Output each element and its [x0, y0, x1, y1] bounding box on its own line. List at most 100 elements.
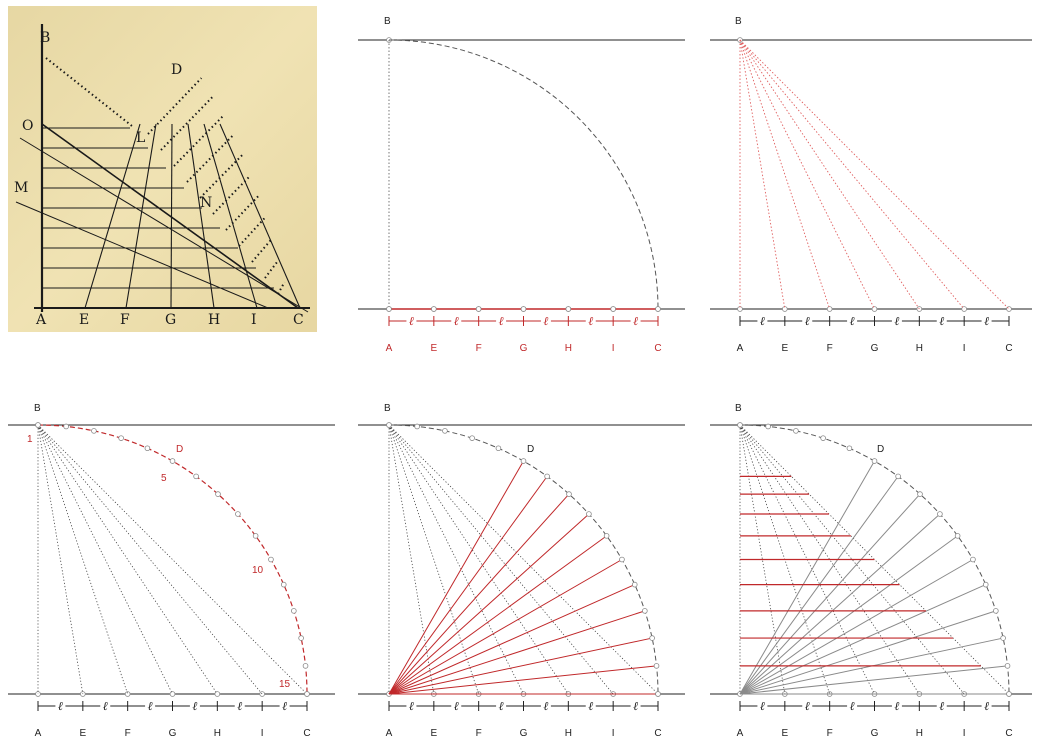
- arc-point: [118, 435, 124, 441]
- ell-label: ℓ: [984, 314, 989, 328]
- scan-dotted-ray: [173, 114, 225, 167]
- bottom-label-e: E: [430, 343, 437, 354]
- ell-label: ℓ: [454, 314, 459, 328]
- arc-point: [298, 635, 304, 641]
- fan-line: [388, 424, 480, 695]
- ell-label-bg: [802, 315, 813, 327]
- fan-line: [388, 424, 569, 695]
- ell-label-bg: [55, 700, 66, 712]
- fan-line: [388, 424, 659, 695]
- bottom-label-h: H: [565, 728, 572, 736]
- bottom-point: [124, 691, 131, 697]
- ell-label-bg: [981, 700, 992, 712]
- ell-label-bg: [630, 315, 641, 327]
- arc-point: [954, 533, 961, 539]
- arc-point: [895, 473, 901, 480]
- panel-horizontal-grid: ℓ ℓ ℓ ℓ ℓ ℓ A E F G H I C B D: [710, 403, 1032, 736]
- arc-point: [520, 458, 527, 464]
- ell-label-bg: [100, 700, 111, 712]
- ell-label-bg: [981, 315, 992, 327]
- radial-line: [739, 535, 958, 695]
- bottom-label-e: E: [781, 343, 788, 354]
- arc-point: [655, 691, 661, 697]
- radial-line: [739, 559, 974, 695]
- quarter-arc: [388, 39, 659, 310]
- p2-label-b: B: [735, 16, 742, 27]
- ell-label: ℓ: [984, 699, 989, 713]
- arc-point: [765, 423, 771, 430]
- scan-label-b: B: [40, 30, 50, 46]
- bottom-label-f: F: [476, 343, 482, 354]
- ell-label-bg: [891, 315, 902, 327]
- bottom-label-g: G: [871, 728, 879, 736]
- scan-diag-o: [19, 137, 309, 313]
- quarter-arc: [388, 424, 659, 695]
- radial-line: [388, 637, 653, 695]
- bottom-label-g: G: [871, 343, 879, 354]
- bottom-label-a: A: [386, 343, 393, 354]
- scan-label-c: C: [293, 312, 304, 328]
- bottom-label-i: I: [963, 728, 966, 736]
- scan-grid-v: [219, 123, 301, 309]
- ell-label: ℓ: [588, 699, 593, 713]
- bottom-label-g: G: [520, 343, 528, 354]
- arc-point: [993, 608, 999, 614]
- ell-label: ℓ: [499, 314, 504, 328]
- ell-label-bg: [585, 700, 596, 712]
- ell-label: ℓ: [148, 699, 153, 713]
- scan-label-o: O: [22, 118, 33, 134]
- arc-point: [653, 663, 660, 669]
- arc-point: [215, 491, 221, 497]
- p3-arc-number-1: 1: [27, 434, 33, 445]
- scan-label-d: D: [171, 62, 182, 78]
- ell-label-bg: [585, 315, 596, 327]
- scan-grid-v: [170, 123, 173, 309]
- arc-point: [982, 581, 989, 588]
- arc-point: [793, 428, 799, 434]
- bottom-label-a: A: [35, 728, 42, 736]
- ell-label-bg: [496, 315, 507, 327]
- radial-line: [388, 513, 590, 695]
- ell-label: ℓ: [760, 314, 765, 328]
- ell-label: ℓ: [939, 699, 944, 713]
- base-point: [475, 306, 482, 312]
- bottom-point: [871, 306, 878, 312]
- radial-line: [388, 559, 623, 695]
- panel-fan-lines: ℓ ℓ ℓ ℓ ℓ ℓ A E F G H I C B: [710, 16, 1032, 354]
- ell-label-bg: [406, 700, 417, 712]
- bottom-point: [169, 691, 176, 697]
- arc-point: [193, 473, 199, 480]
- panel-quarter-circle: ℓ ℓ ℓ ℓ ℓ ℓ A E F G H I C B: [358, 16, 685, 354]
- fan-line: [739, 39, 875, 310]
- scan-dotted-ray: [251, 237, 273, 263]
- fan-line: [388, 424, 614, 695]
- bottom-label-h: H: [565, 343, 572, 354]
- radial-line: [388, 535, 607, 695]
- fan-line: [739, 39, 965, 310]
- bottom-label-e: E: [430, 728, 437, 736]
- ell-label: ℓ: [103, 699, 108, 713]
- ell-label-bg: [630, 700, 641, 712]
- p3-arc-number-10: 10: [252, 565, 264, 576]
- ell-label-bg: [145, 700, 156, 712]
- scan-edge: [41, 123, 299, 309]
- arc-point: [304, 691, 310, 697]
- arc-point: [495, 445, 502, 452]
- ell-label-bg: [279, 700, 290, 712]
- fan-line: [739, 424, 786, 695]
- fan-line: [388, 424, 524, 695]
- arc-point: [871, 458, 878, 464]
- arc-point: [1000, 635, 1006, 641]
- ell-label-bg: [451, 700, 462, 712]
- radial-line: [388, 610, 645, 695]
- fan-line: [37, 424, 218, 695]
- scan-dotted-bd: [45, 57, 133, 127]
- arc-point: [970, 556, 976, 563]
- arc-point: [169, 458, 176, 464]
- radial-line: [388, 476, 548, 695]
- ell-label: ℓ: [633, 699, 638, 713]
- scan-dotted-ray: [160, 95, 214, 151]
- p1-label-b: B: [384, 16, 391, 27]
- ell-label: ℓ: [192, 699, 197, 713]
